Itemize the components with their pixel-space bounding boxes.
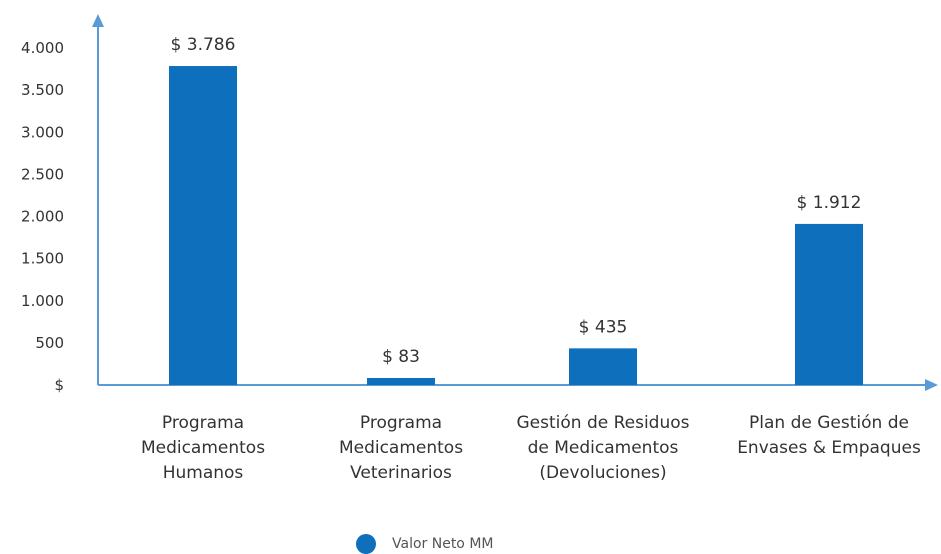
- bar: [169, 66, 237, 385]
- data-label: $ 435: [579, 317, 628, 337]
- data-label: $ 1.912: [797, 193, 862, 213]
- x-axis-arrow: [925, 379, 938, 391]
- y-axis-arrow: [92, 14, 104, 27]
- y-tick-labels: $500 1.000 1.500 2.000 2.500 3.000 3.500 4.000: [21, 39, 64, 394]
- data-label: $ 83: [382, 347, 420, 367]
- bar: [795, 223, 863, 385]
- bar: [367, 378, 435, 385]
- y-tick-label: 3.500: [21, 81, 64, 99]
- y-tick-label: 4.000: [21, 39, 64, 57]
- legend: Valor Neto MM: [356, 534, 493, 554]
- x-tick-label: Plan de Gestión de Envases & Empaques: [737, 413, 921, 458]
- bars: [169, 66, 863, 385]
- data-label: $ 3.786: [171, 35, 236, 55]
- data-labels: $ 3.786 $ 83 $ 435 $ 1.912: [171, 35, 862, 367]
- y-tick-label: 500: [35, 334, 64, 352]
- y-tick-label: $: [54, 376, 64, 394]
- y-tick-label: 1.000: [21, 292, 64, 310]
- legend-swatch: [356, 534, 376, 554]
- x-tick-label: Programa Medicamentos Humanos: [140, 413, 266, 483]
- x-tick-label: Gestión de Residuos de Medicamentos (Dev…: [516, 413, 690, 483]
- y-tick-label: 1.500: [21, 250, 64, 268]
- y-tick-label: 3.000: [21, 123, 64, 141]
- y-tick-label: 2.000: [21, 208, 64, 226]
- legend-label: Valor Neto MM: [392, 536, 494, 552]
- bar: [569, 348, 637, 385]
- y-tick-label: 2.500: [21, 165, 64, 183]
- x-tick-label: Programa Medicamentos Veterinarios: [338, 413, 464, 483]
